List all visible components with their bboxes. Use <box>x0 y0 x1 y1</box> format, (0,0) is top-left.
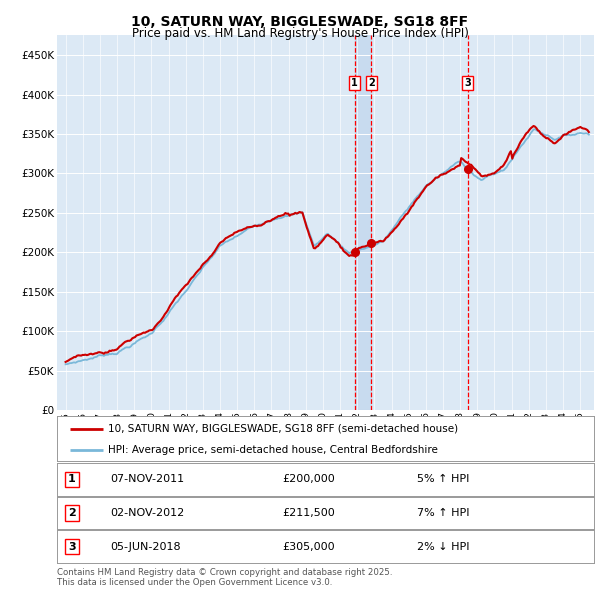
Text: 10, SATURN WAY, BIGGLESWADE, SG18 8FF (semi-detached house): 10, SATURN WAY, BIGGLESWADE, SG18 8FF (s… <box>108 424 458 434</box>
Text: 5% ↑ HPI: 5% ↑ HPI <box>417 474 469 484</box>
Text: Price paid vs. HM Land Registry's House Price Index (HPI): Price paid vs. HM Land Registry's House … <box>131 27 469 40</box>
Text: 1: 1 <box>351 78 358 88</box>
Text: 3: 3 <box>68 542 76 552</box>
Text: 1: 1 <box>68 474 76 484</box>
Text: 7% ↑ HPI: 7% ↑ HPI <box>417 508 469 518</box>
Text: 2: 2 <box>368 78 375 88</box>
Text: Contains HM Land Registry data © Crown copyright and database right 2025.
This d: Contains HM Land Registry data © Crown c… <box>57 568 392 587</box>
Text: £211,500: £211,500 <box>283 508 335 518</box>
Text: 05-JUN-2018: 05-JUN-2018 <box>111 542 181 552</box>
Text: £305,000: £305,000 <box>283 542 335 552</box>
Bar <box>355 35 371 410</box>
Text: 3: 3 <box>464 78 471 88</box>
Text: 2: 2 <box>68 508 76 518</box>
Text: 2% ↓ HPI: 2% ↓ HPI <box>417 542 469 552</box>
Text: 07-NOV-2011: 07-NOV-2011 <box>111 474 185 484</box>
Text: 02-NOV-2012: 02-NOV-2012 <box>111 508 185 518</box>
Text: £200,000: £200,000 <box>283 474 335 484</box>
Text: 10, SATURN WAY, BIGGLESWADE, SG18 8FF: 10, SATURN WAY, BIGGLESWADE, SG18 8FF <box>131 15 469 30</box>
Text: HPI: Average price, semi-detached house, Central Bedfordshire: HPI: Average price, semi-detached house,… <box>108 445 438 455</box>
